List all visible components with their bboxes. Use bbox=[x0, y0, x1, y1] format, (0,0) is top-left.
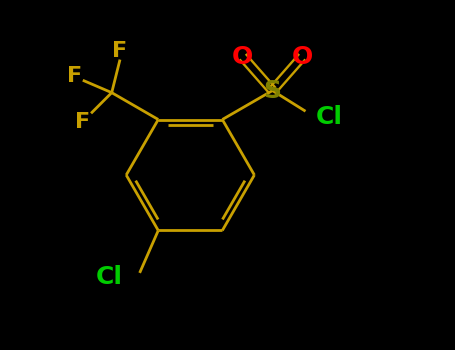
Text: O: O bbox=[232, 45, 253, 69]
Text: O: O bbox=[292, 45, 313, 69]
Text: F: F bbox=[75, 112, 91, 132]
Text: F: F bbox=[67, 66, 82, 86]
Text: Cl: Cl bbox=[316, 105, 343, 130]
Text: Cl: Cl bbox=[96, 265, 123, 289]
Text: S: S bbox=[263, 79, 282, 103]
Text: F: F bbox=[112, 41, 127, 61]
